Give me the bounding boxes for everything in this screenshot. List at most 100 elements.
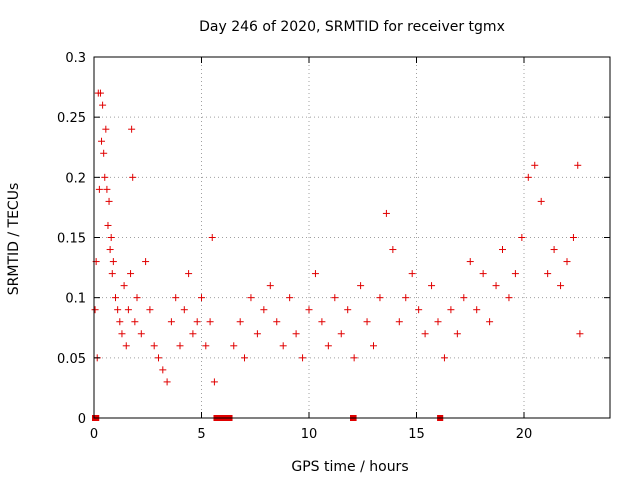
data-point (324, 342, 332, 350)
data-point (150, 342, 158, 350)
data-point (122, 342, 130, 350)
data-point (402, 294, 410, 302)
data-point (569, 234, 577, 241)
data-point (236, 318, 244, 326)
data-point (120, 282, 128, 290)
data-point (466, 258, 474, 266)
data-point (544, 270, 552, 278)
data-point (180, 306, 188, 314)
data-point (350, 354, 358, 362)
axis-ticks: 0 0.05 0.1 0.15 0.2 0.25 0.3 0 5 10 15 20 (57, 51, 610, 442)
data-point (210, 378, 218, 386)
data-point (318, 318, 326, 326)
data-point (124, 306, 132, 314)
data-point (574, 161, 582, 169)
data-point (172, 294, 180, 302)
y-tick-label: 0.25 (57, 111, 86, 126)
y-tick-label: 0.1 (65, 292, 86, 307)
y-tick-label: 0.3 (65, 51, 86, 66)
data-point (104, 221, 112, 229)
data-point (421, 330, 429, 338)
data-point (453, 330, 461, 338)
data-point (118, 330, 126, 338)
data-point (382, 209, 390, 217)
data-point (440, 354, 448, 362)
data-point (116, 318, 124, 326)
data-point (537, 197, 545, 205)
data-point (511, 270, 519, 278)
data-point (108, 270, 116, 278)
data-point (163, 378, 171, 386)
data-point (389, 246, 397, 254)
data-point (102, 125, 110, 133)
data-point (434, 318, 442, 326)
data-point (299, 354, 307, 362)
x-tick-label: 0 (90, 427, 98, 442)
data-point (550, 246, 558, 254)
y-tick-label: 0.2 (65, 171, 86, 186)
data-point (206, 318, 214, 326)
data-point (107, 234, 115, 241)
data-point (189, 330, 197, 338)
data-point (146, 306, 154, 314)
data-point (370, 342, 377, 350)
data-point (505, 294, 513, 302)
data-point (479, 270, 487, 278)
data-point (428, 282, 436, 290)
data-point (202, 342, 210, 350)
data-point (344, 306, 352, 314)
data-point (98, 137, 106, 145)
data-point (193, 318, 201, 326)
y-axis-title: SRMTID / TECUs (6, 183, 22, 296)
data-point (305, 306, 313, 314)
data-point (499, 246, 506, 254)
data-point (129, 173, 137, 181)
data-point (376, 294, 384, 302)
data-point (395, 318, 403, 326)
chart-title: Day 246 of 2020, SRMTID for receiver tgm… (199, 19, 505, 35)
data-point (557, 282, 565, 290)
x-tick-label: 15 (408, 427, 425, 442)
data-point (159, 366, 167, 374)
data-point (311, 270, 319, 278)
data-point (99, 101, 107, 109)
data-point (95, 185, 103, 193)
y-tick-label: 0.05 (57, 352, 86, 367)
data-point (185, 270, 193, 278)
data-point (253, 330, 261, 338)
data-point (337, 330, 345, 338)
data-point (266, 282, 274, 290)
data-point (128, 125, 136, 133)
data-point (103, 185, 111, 193)
data-point (460, 294, 468, 302)
data-point (247, 294, 255, 302)
data-point (112, 294, 119, 302)
data-point (518, 234, 526, 241)
data-point (109, 258, 117, 266)
data-point (208, 234, 216, 241)
data-point (137, 330, 145, 338)
data-point (127, 270, 135, 278)
data-point (273, 318, 281, 326)
data-point (131, 318, 139, 326)
y-tick-label: 0.15 (57, 232, 86, 247)
data-point (415, 306, 423, 314)
data-point (198, 294, 205, 302)
data-point (492, 282, 500, 290)
data-point (363, 318, 371, 326)
data-points (91, 89, 584, 386)
x-tick-label: 20 (516, 427, 533, 442)
data-point (106, 246, 114, 254)
data-point (114, 306, 122, 314)
data-point (563, 258, 571, 266)
data-point (176, 342, 184, 350)
data-point (155, 354, 162, 362)
data-point (260, 306, 268, 314)
x-tick-label: 10 (301, 427, 318, 442)
data-point (576, 330, 584, 338)
data-point (473, 306, 481, 314)
data-point (408, 270, 416, 278)
data-point (279, 342, 287, 350)
data-point (241, 354, 248, 362)
